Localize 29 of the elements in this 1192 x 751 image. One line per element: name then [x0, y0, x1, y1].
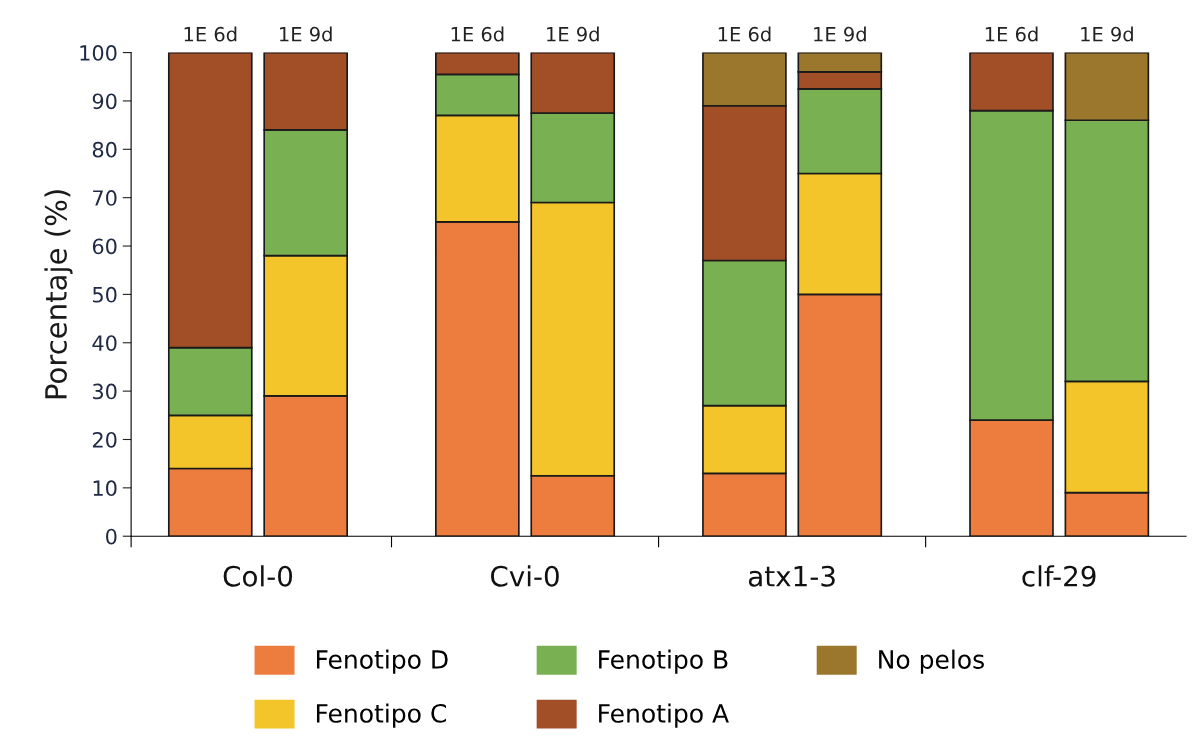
y-tick-label: 60	[92, 238, 117, 255]
legend-label: Fenotipo A	[599, 703, 729, 728]
legend-label: Fenotipo D	[316, 649, 448, 674]
text: clf-29	[1022, 565, 1096, 587]
y-tick-label: 10	[93, 480, 117, 497]
x-tick-label: 1E 6d	[718, 26, 771, 42]
y-tick-label: 100	[80, 45, 117, 61]
x-tick-label: 1E 6d	[985, 26, 1038, 42]
text: Col-0	[223, 565, 293, 587]
legend-label: Fenotipo B	[599, 649, 728, 674]
x-tick-label: 1E 9d	[814, 26, 866, 42]
x-tick-label: 1E 9d	[1081, 26, 1133, 42]
y-tick-label: 50	[93, 286, 117, 303]
y-tick-label: 20	[92, 431, 117, 448]
legend-label: No pelos	[879, 649, 984, 674]
x-tick-label: 1E 9d	[547, 26, 599, 42]
text: Cvi-0	[490, 565, 559, 587]
y-tick-label: 70	[93, 190, 117, 206]
y-axis-title: Porcentaje (%)	[44, 190, 73, 399]
legend-label: Fenotipo C	[316, 703, 447, 728]
x-tick-label: 1E 6d	[451, 26, 504, 42]
text: atx1-3	[748, 565, 835, 587]
y-tick-label: 80	[92, 141, 117, 158]
y-tick-label: 0	[106, 528, 117, 545]
x-tick-label: 1E 9d	[280, 26, 332, 42]
y-tick-label: 40	[92, 335, 117, 351]
y-tick-label: 30	[93, 383, 117, 400]
x-tick-label: 1E 6d	[184, 26, 237, 42]
y-tick-label: 90	[92, 93, 117, 110]
